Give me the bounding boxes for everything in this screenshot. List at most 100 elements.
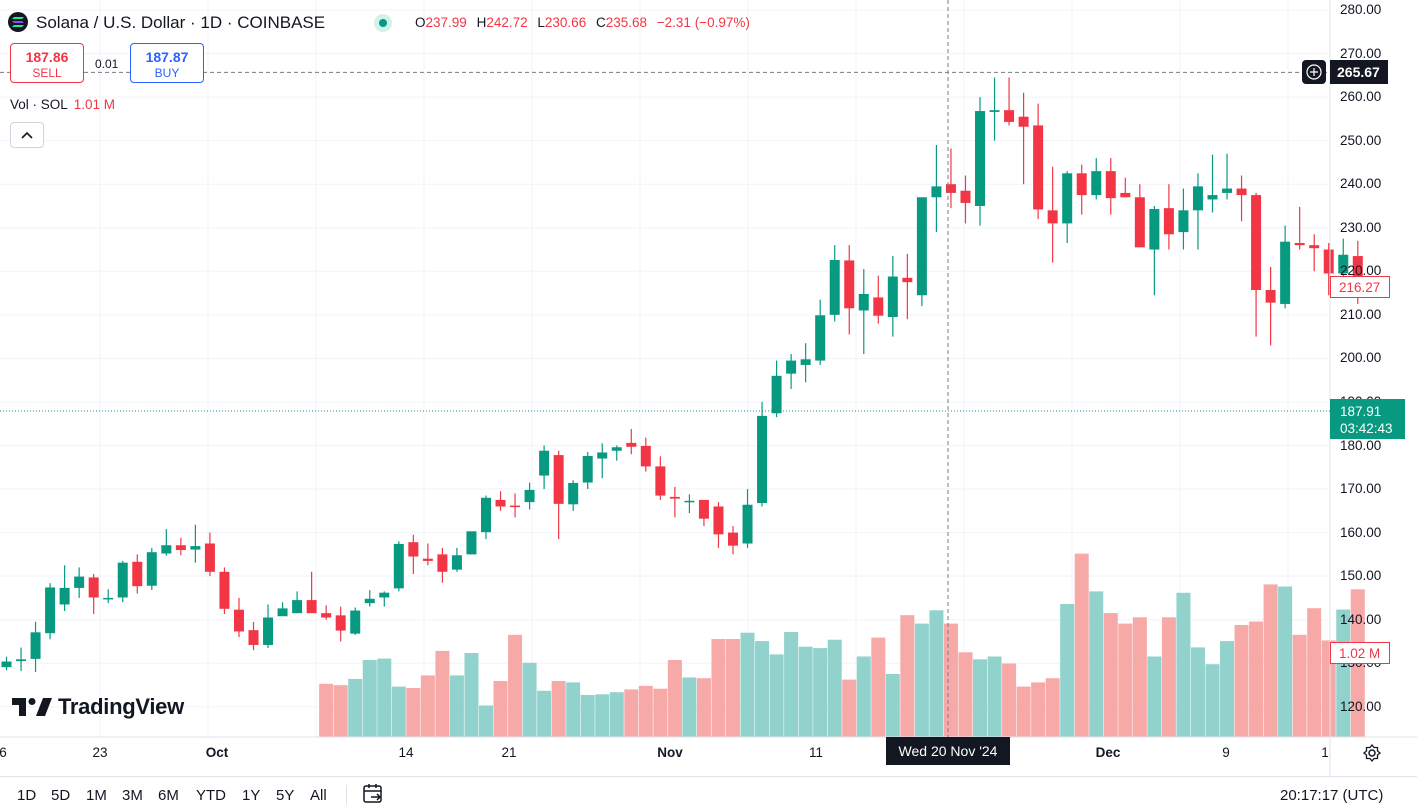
candle-body [945, 184, 956, 193]
candle-body [553, 455, 564, 504]
range-button-all[interactable]: All [310, 787, 327, 804]
candle-body [597, 452, 608, 459]
volume-bar [1118, 623, 1133, 737]
volume-bar [711, 639, 726, 737]
candle [655, 456, 666, 500]
market-status-icon[interactable] [374, 14, 392, 32]
candle [480, 495, 491, 540]
volume-bar [1060, 604, 1075, 737]
candle-body [379, 592, 390, 598]
candle-body [611, 447, 622, 451]
volume-bar [624, 689, 639, 737]
range-button-5y[interactable]: 5Y [276, 787, 295, 804]
candle-body [364, 598, 375, 604]
candle-body [800, 359, 811, 365]
candle-body [698, 499, 709, 519]
volume-bars [319, 553, 1365, 737]
range-button-ytd[interactable]: YTD [196, 787, 226, 804]
buy-button[interactable]: 187.87 BUY [130, 43, 204, 83]
volume-bar [638, 685, 653, 737]
candle [1105, 158, 1116, 215]
candle-body [640, 445, 651, 467]
volume-bar [580, 695, 595, 737]
solana-logo-icon [8, 12, 28, 32]
range-button-5d[interactable]: 5D [51, 787, 71, 804]
settings-gear-icon[interactable] [1362, 743, 1382, 763]
candle [597, 443, 608, 479]
volume-legend: Vol · SOL 1.01 M [10, 97, 116, 112]
candle [757, 401, 768, 507]
range-button-1d[interactable]: 1D [17, 787, 37, 804]
price-tick-label: 150.00 [1340, 568, 1382, 584]
candle [393, 541, 404, 592]
candle-body [103, 597, 114, 600]
candle [1047, 166, 1058, 263]
symbol-title[interactable]: Solana / U.S. Dollar · 1D · COINBASE [36, 13, 326, 32]
candle [1076, 164, 1087, 215]
range-button-1m[interactable]: 1M [86, 787, 107, 804]
candle [1309, 234, 1320, 272]
candle [1149, 205, 1160, 296]
tradingview-logo[interactable]: TradingView [12, 694, 184, 720]
candle-body [204, 543, 215, 572]
add-alert-button[interactable] [1302, 60, 1326, 84]
candle-body [1178, 210, 1189, 233]
volume-bar [566, 682, 581, 737]
collapse-legend-button[interactable] [10, 122, 44, 148]
candle [539, 445, 550, 490]
candle [263, 604, 274, 649]
price-tick-label: 140.00 [1340, 611, 1382, 627]
volume-bar [987, 656, 1002, 737]
candle-body [1280, 241, 1291, 304]
utc-clock[interactable]: 20:17:17 (UTC) [1280, 787, 1384, 804]
candle [1294, 206, 1305, 250]
candle [1323, 242, 1334, 296]
range-button-3m[interactable]: 3M [122, 787, 143, 804]
candle-body [1236, 188, 1247, 196]
candle [815, 299, 826, 365]
price-tick-label: 260.00 [1340, 89, 1382, 105]
candle [975, 97, 986, 226]
spread-value: 0.01 [95, 57, 119, 71]
range-button-6m[interactable]: 6M [158, 787, 179, 804]
volume-bar [522, 662, 537, 737]
candle-body [713, 506, 724, 535]
candle-body [1222, 188, 1233, 193]
candle [233, 597, 244, 638]
candle-body [1105, 171, 1116, 199]
candle-body [1163, 208, 1174, 235]
volume-bar [943, 623, 958, 737]
toolbar-divider [346, 785, 347, 805]
candle-body [1265, 290, 1276, 303]
candle-body [45, 587, 56, 634]
candle-body [916, 197, 927, 296]
candle [422, 543, 433, 566]
candle [451, 547, 462, 572]
candle-body [335, 615, 346, 631]
candle-body [684, 500, 695, 503]
candle-body [30, 632, 41, 659]
candle [321, 605, 332, 620]
candle-body [190, 546, 201, 550]
candle-body [815, 315, 826, 361]
volume-bar [740, 632, 755, 737]
candle [873, 275, 884, 324]
volume-bar [493, 681, 508, 737]
candle-body [1323, 249, 1334, 274]
candle-body [1047, 210, 1058, 224]
candle-body [1294, 242, 1305, 246]
time-tick-label: 23 [92, 745, 108, 760]
volume-bar [1263, 584, 1278, 737]
calendar-goto-icon[interactable] [360, 781, 386, 807]
volume-bar [333, 685, 348, 737]
candle [190, 524, 201, 563]
candle [829, 245, 840, 322]
candle [931, 145, 942, 233]
time-tick-label: Dec [1095, 745, 1121, 760]
candle [916, 197, 927, 307]
range-button-1y[interactable]: 1Y [242, 787, 261, 804]
sell-button[interactable]: 187.86 SELL [10, 43, 84, 83]
candle [437, 547, 448, 583]
candle-body [451, 555, 462, 570]
